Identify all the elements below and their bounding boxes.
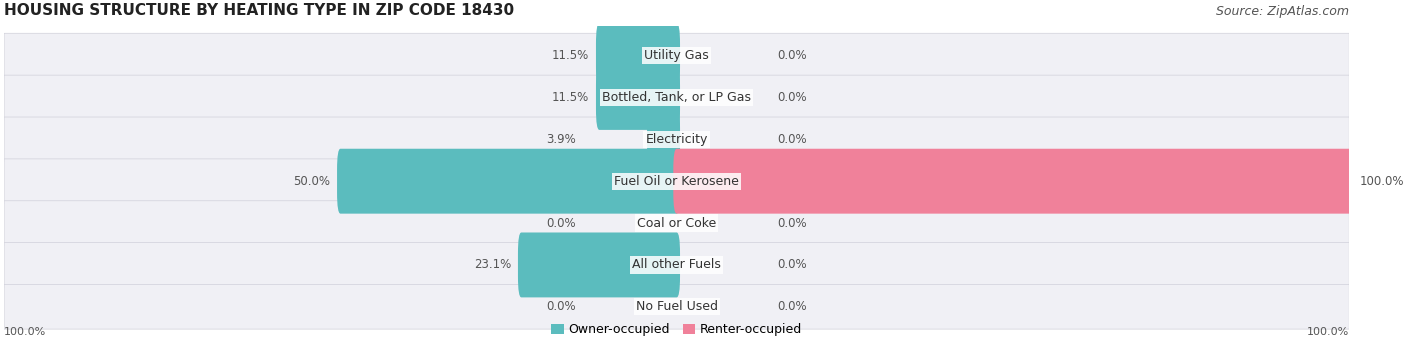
FancyBboxPatch shape (4, 117, 1350, 162)
FancyBboxPatch shape (517, 233, 681, 297)
Text: Bottled, Tank, or LP Gas: Bottled, Tank, or LP Gas (602, 91, 751, 104)
Text: Coal or Coke: Coal or Coke (637, 217, 716, 229)
Text: Electricity: Electricity (645, 133, 707, 146)
Text: 0.0%: 0.0% (546, 300, 576, 313)
FancyBboxPatch shape (4, 33, 1350, 78)
Text: 0.0%: 0.0% (546, 217, 576, 229)
Text: Utility Gas: Utility Gas (644, 49, 709, 62)
Text: 0.0%: 0.0% (778, 217, 807, 229)
Text: 0.0%: 0.0% (778, 258, 807, 271)
Text: 3.9%: 3.9% (546, 133, 576, 146)
Text: 50.0%: 50.0% (294, 175, 330, 188)
FancyBboxPatch shape (4, 159, 1350, 204)
Legend: Owner-occupied, Renter-occupied: Owner-occupied, Renter-occupied (551, 323, 803, 336)
Text: 100.0%: 100.0% (1360, 175, 1403, 188)
FancyBboxPatch shape (4, 75, 1350, 120)
Text: 0.0%: 0.0% (778, 91, 807, 104)
Text: 11.5%: 11.5% (553, 91, 589, 104)
FancyBboxPatch shape (647, 107, 681, 172)
FancyBboxPatch shape (596, 65, 681, 130)
Text: 100.0%: 100.0% (4, 327, 46, 337)
Text: 0.0%: 0.0% (778, 49, 807, 62)
Text: 0.0%: 0.0% (778, 133, 807, 146)
Text: 23.1%: 23.1% (474, 258, 512, 271)
Text: 11.5%: 11.5% (553, 49, 589, 62)
Text: 100.0%: 100.0% (1308, 327, 1350, 337)
Text: Fuel Oil or Kerosene: Fuel Oil or Kerosene (614, 175, 740, 188)
Text: No Fuel Used: No Fuel Used (636, 300, 717, 313)
FancyBboxPatch shape (673, 149, 1353, 214)
Text: 0.0%: 0.0% (778, 300, 807, 313)
FancyBboxPatch shape (337, 149, 681, 214)
FancyBboxPatch shape (4, 201, 1350, 246)
Text: All other Fuels: All other Fuels (633, 258, 721, 271)
Text: Source: ZipAtlas.com: Source: ZipAtlas.com (1216, 5, 1350, 18)
FancyBboxPatch shape (4, 243, 1350, 287)
FancyBboxPatch shape (4, 284, 1350, 329)
Text: HOUSING STRUCTURE BY HEATING TYPE IN ZIP CODE 18430: HOUSING STRUCTURE BY HEATING TYPE IN ZIP… (4, 3, 515, 18)
FancyBboxPatch shape (596, 23, 681, 88)
